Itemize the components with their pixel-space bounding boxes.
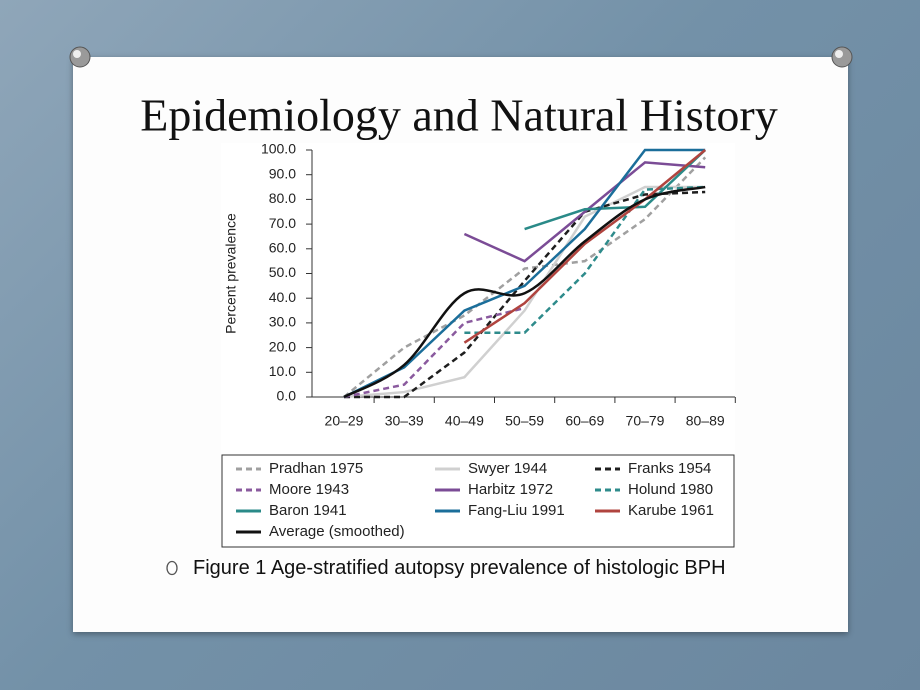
y-tick-label: 40.0 [269, 289, 296, 305]
series-line [343, 185, 706, 399]
x-tick-label: 40–49 [445, 413, 484, 429]
caption: Figure 1 Age-stratified autopsy prevalen… [193, 557, 726, 579]
series-line [343, 156, 707, 398]
y-tick-label: 100.0 [261, 141, 296, 157]
series-line [344, 190, 706, 399]
x-tick-label: 30–39 [385, 413, 424, 429]
series-line [343, 148, 706, 399]
y-tick-label: 50.0 [269, 264, 296, 280]
y-tick-label: 20.0 [269, 338, 296, 354]
y-tick-label: 0.0 [277, 388, 297, 404]
legend-label: Fang-Liu 1991 [468, 502, 565, 519]
series-line [464, 185, 706, 335]
y-tick-label: 80.0 [269, 190, 296, 206]
pin [831, 46, 853, 68]
legend-label: Pradhan 1975 [269, 460, 363, 477]
legend-label: Moore 1943 [269, 481, 349, 498]
series-line [463, 149, 706, 344]
y-tick-label: 90.0 [269, 165, 296, 181]
x-tick-label: 50–59 [505, 413, 544, 429]
chart-panel [221, 143, 735, 549]
series-line [463, 161, 706, 263]
slide-title: Epidemiology and Natural History [140, 90, 778, 141]
legend-label: Holund 1980 [628, 481, 713, 498]
series-line [524, 149, 707, 231]
y-tick-label: 60.0 [269, 240, 296, 256]
legend-label: Average (smoothed) [269, 523, 405, 540]
bullet [166, 560, 178, 576]
y-tick-label: 10.0 [269, 363, 296, 379]
x-tick-label: 60–69 [565, 413, 604, 429]
x-tick-label: 70–79 [626, 413, 665, 429]
legend-box [221, 454, 735, 548]
legend-label: Franks 1954 [628, 460, 711, 477]
x-tick-label: 20–29 [325, 413, 364, 429]
pin-shine [835, 50, 843, 58]
pin-shine [73, 50, 81, 58]
series-line [343, 306, 525, 399]
y-tick-label: 70.0 [269, 215, 296, 231]
legend-label: Harbitz 1972 [468, 481, 553, 498]
y-axis-label: Percent prevalence [223, 213, 239, 334]
series-line [343, 185, 706, 399]
y-tick-label: 30.0 [269, 314, 296, 330]
pin [69, 46, 91, 68]
legend-label: Karube 1961 [628, 502, 714, 519]
legend-label: Baron 1941 [269, 502, 347, 519]
legend-label: Swyer 1944 [468, 460, 547, 477]
x-tick-label: 80–89 [686, 413, 725, 429]
